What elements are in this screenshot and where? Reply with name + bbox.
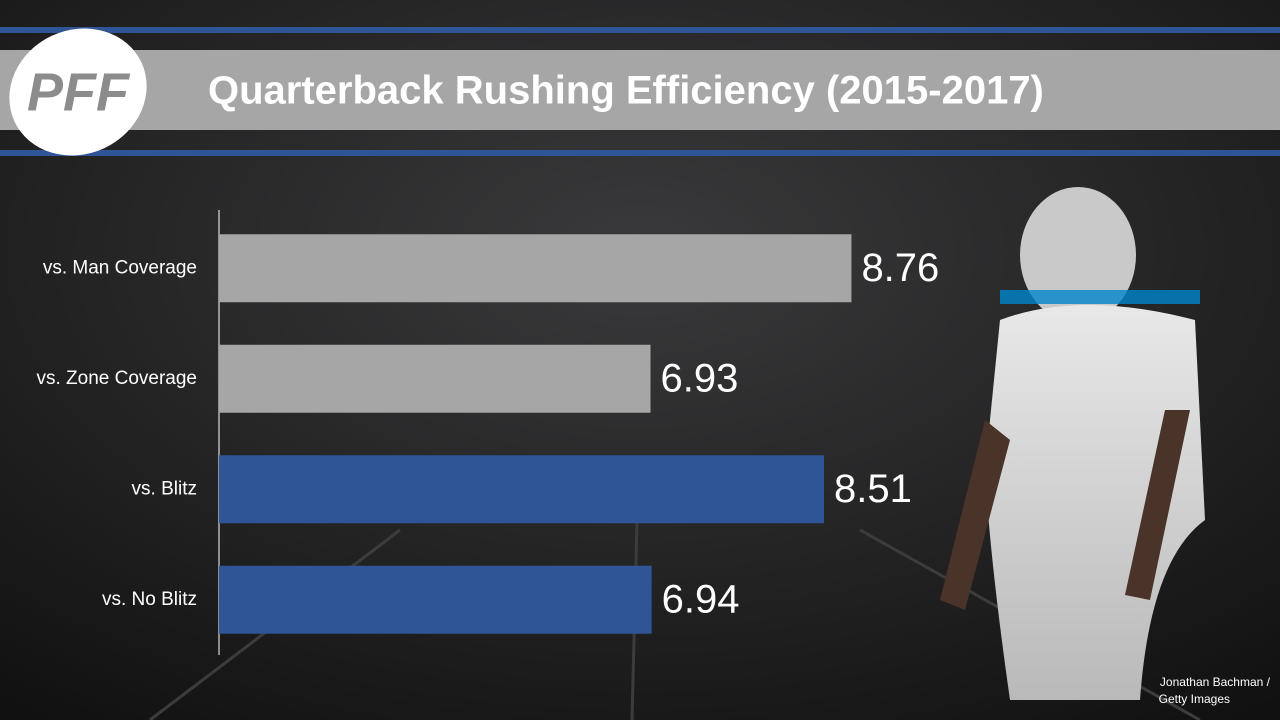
credit: Getty Images (1159, 692, 1230, 706)
player-photo (940, 187, 1205, 700)
data-label: 8.51 (834, 467, 912, 511)
bar (219, 344, 651, 413)
title-band (0, 50, 1280, 130)
y-tick-label: vs. No Blitz (102, 589, 197, 610)
chart-title: Quarterback Rushing Efficiency (2015-201… (208, 69, 1044, 113)
bar (219, 455, 824, 524)
y-tick-label: vs. Blitz (132, 478, 197, 499)
y-tick-label: vs. Zone Coverage (36, 368, 197, 389)
data-label: 6.94 (662, 577, 740, 621)
top-rule (0, 27, 1280, 33)
logo: PFF (27, 62, 131, 122)
y-tick-label: vs. Man Coverage (43, 257, 197, 278)
bar (219, 234, 852, 303)
bottom-rule (0, 150, 1280, 156)
credit: Jonathan Bachman / (1160, 675, 1271, 689)
bar (219, 565, 652, 634)
logo-ball (9, 28, 147, 156)
data-label: 8.76 (861, 246, 939, 290)
data-label: 6.93 (661, 356, 739, 400)
